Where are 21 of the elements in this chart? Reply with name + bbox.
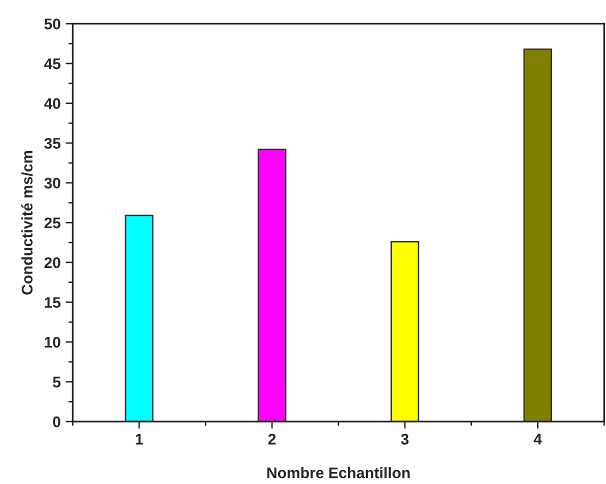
- y-tick-label: 10: [44, 336, 60, 348]
- y-tick-label: 30: [44, 178, 60, 189]
- bar: [390, 241, 420, 422]
- y-tick-label: 45: [44, 58, 60, 70]
- x-tick-label: 4: [534, 434, 542, 444]
- x-tick-label: 2: [268, 434, 276, 444]
- y-tick-label: 40: [44, 98, 60, 109]
- x-axis-title: Nombre Echantillon: [267, 467, 410, 478]
- y-tick-label: 15: [44, 297, 60, 308]
- y-tick-label: 50: [44, 18, 60, 30]
- y-axis-title: Conductivité ms/cm: [21, 151, 33, 295]
- y-tick-label: 5: [52, 376, 60, 388]
- x-tick-label: 3: [400, 434, 409, 445]
- bar: [124, 214, 154, 422]
- y-tick-label: 0: [53, 416, 60, 428]
- bar: [523, 48, 552, 422]
- bar: [258, 148, 286, 422]
- x-tick-label: 1: [136, 434, 143, 444]
- y-tick-label: 20: [44, 257, 60, 268]
- y-tick-label: 25: [44, 218, 60, 228]
- y-tick-label: 35: [44, 138, 60, 149]
